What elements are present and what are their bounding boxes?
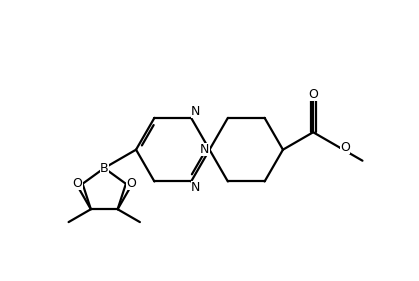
Text: O: O <box>308 88 318 101</box>
Text: B: B <box>100 162 109 175</box>
Text: N: N <box>191 182 201 194</box>
Text: O: O <box>340 141 350 154</box>
Text: N: N <box>191 105 201 118</box>
Text: O: O <box>73 177 83 190</box>
Text: O: O <box>126 177 136 190</box>
Text: N: N <box>200 143 210 156</box>
